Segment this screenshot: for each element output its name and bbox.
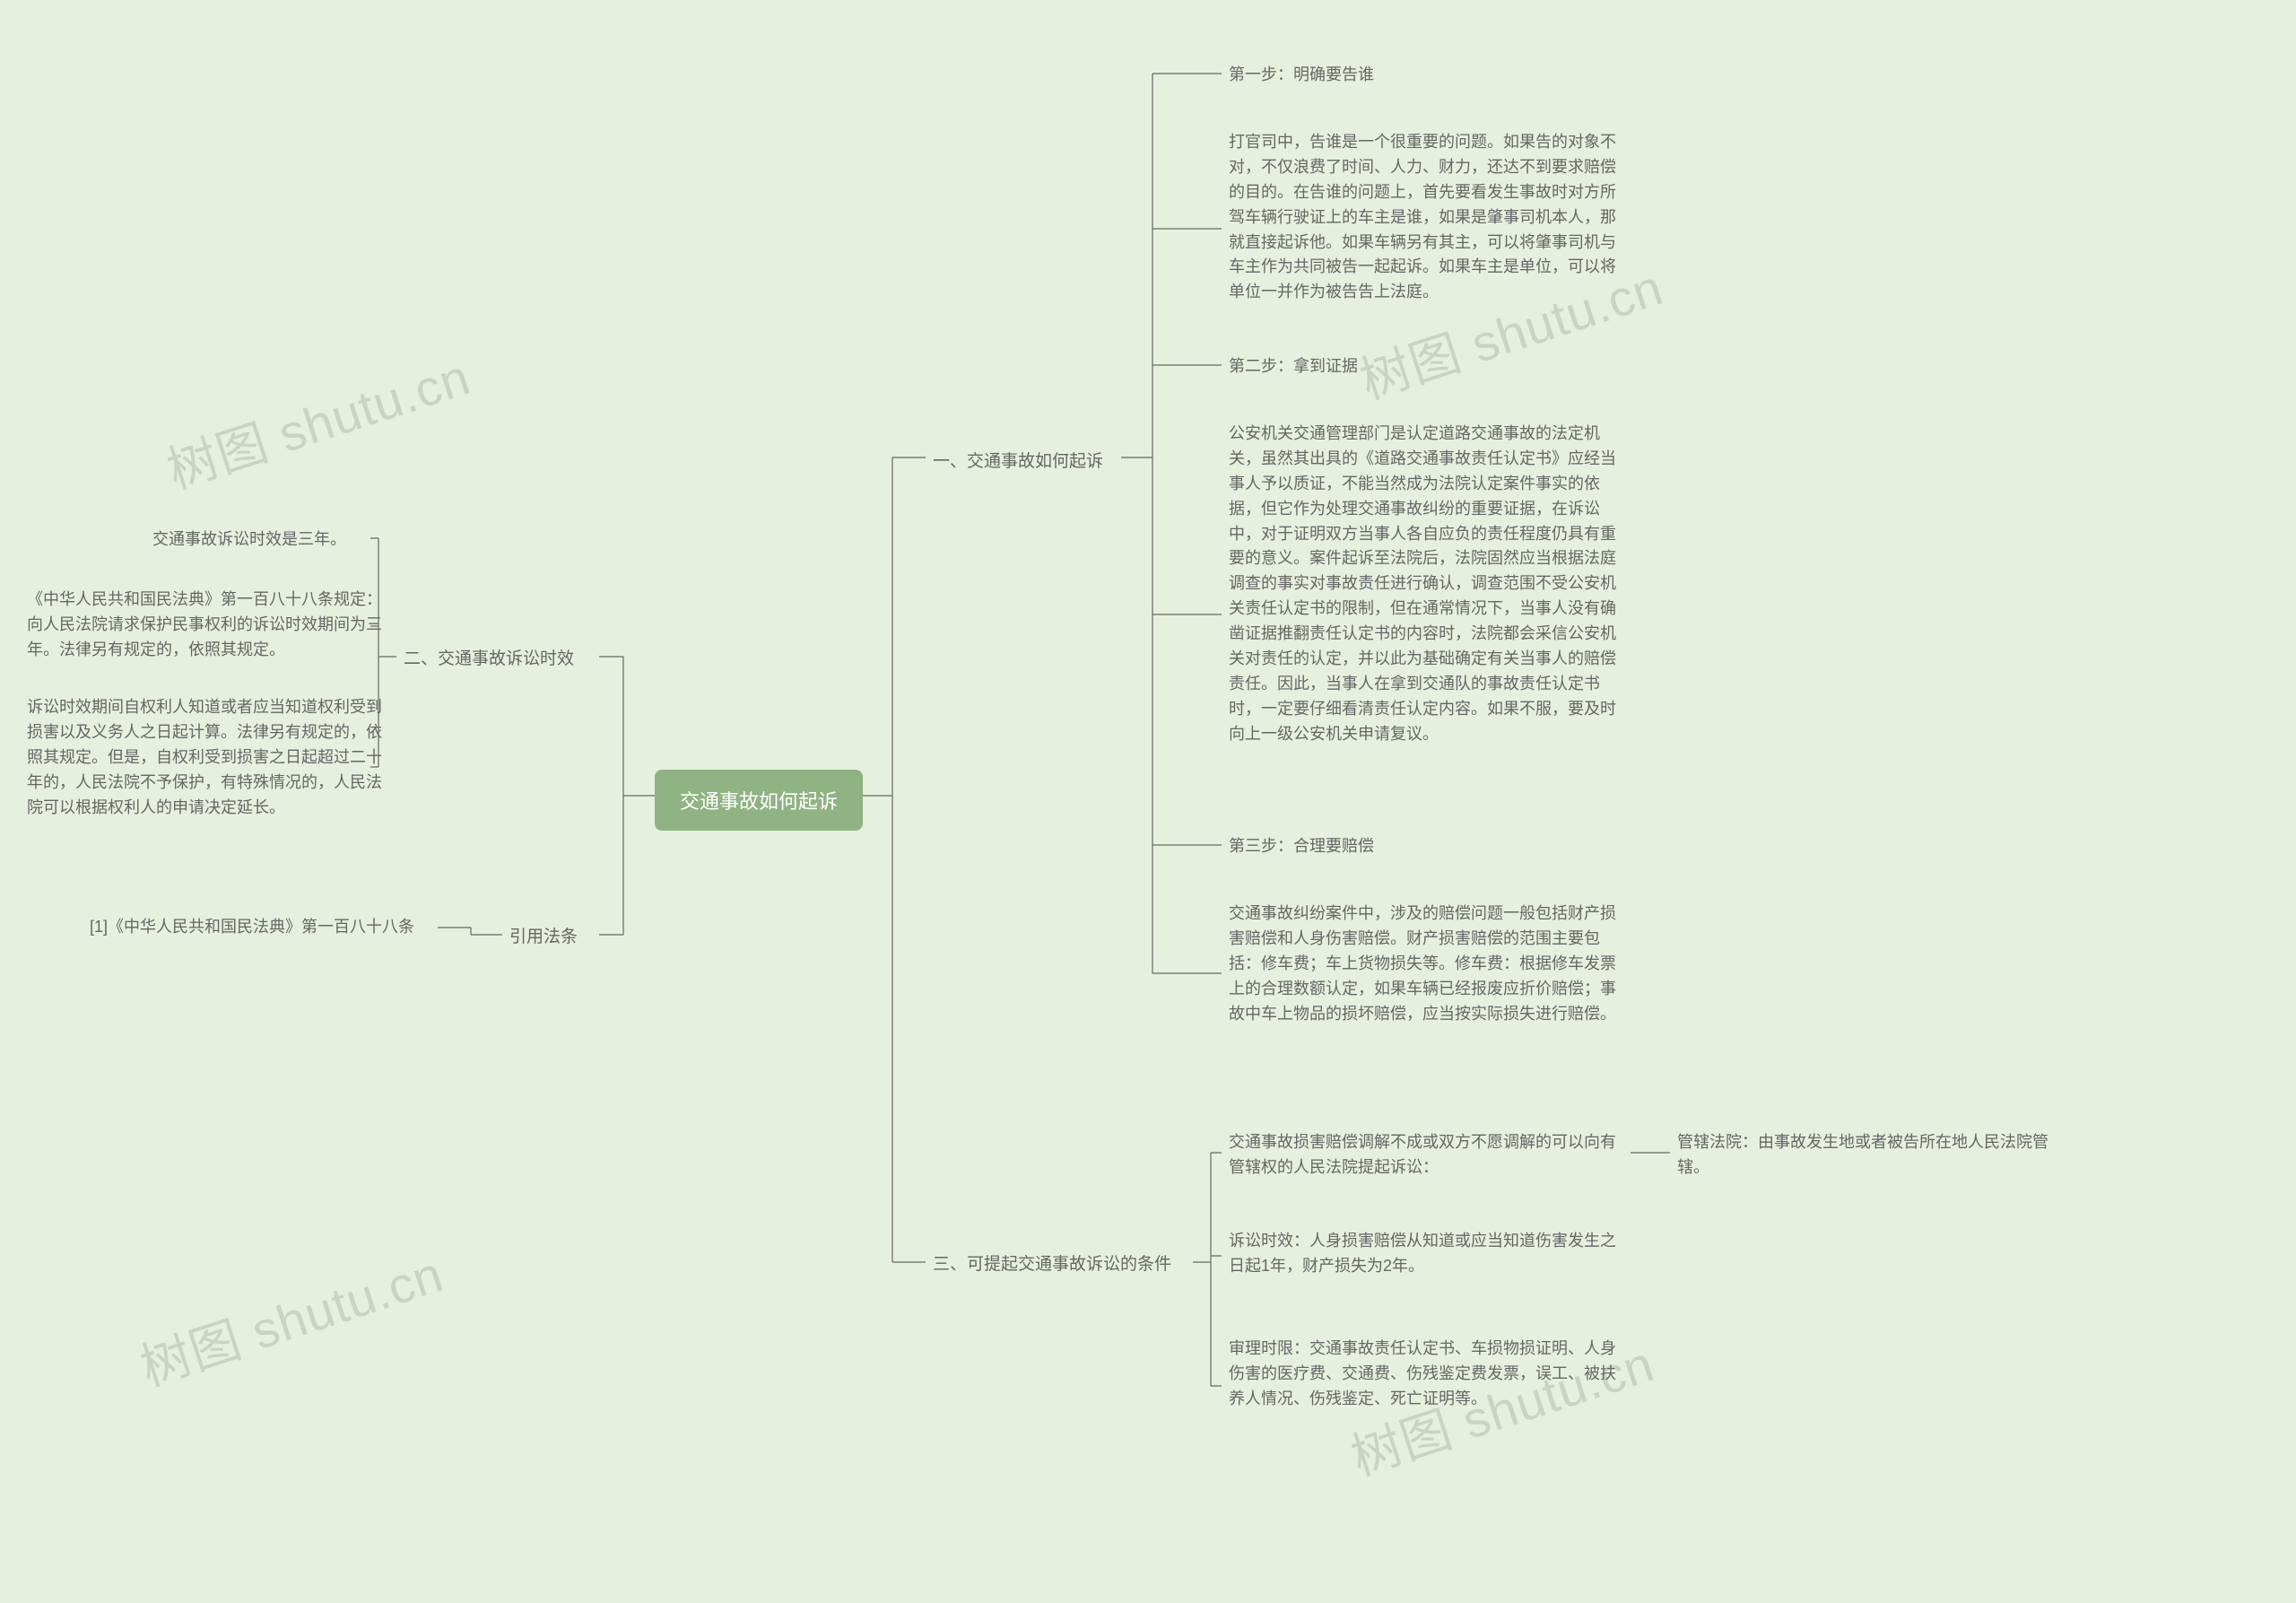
watermark: 树图 shutu.cn — [157, 337, 478, 503]
leaf-limitation-detail: 诉讼时效期间自权利人知道或者应当知道权利受到损害以及义务人之日起计算。法律另有规… — [27, 695, 386, 820]
leaf-step2-title: 第二步：拿到证据 — [1229, 354, 1623, 379]
leaf-civil-code-188: 《中华人民共和国民法典》第一百八十八条规定：向人民法院请求保护民事权利的诉讼时效… — [27, 588, 386, 663]
watermark: 树图 shutu.cn — [130, 1234, 451, 1400]
branch-section-2: 二、交通事故诉讼时效 — [404, 646, 574, 672]
leaf-step3-body: 交通事故纠纷案件中，涉及的赔偿问题一般包括财产损害赔偿和人身伤害赔偿。财产损害赔… — [1229, 902, 1623, 1026]
leaf-citation-1: [1]《中华人民共和国民法典》第一百八十八条 — [90, 915, 448, 940]
mindmap-root: 交通事故如何起诉 — [655, 770, 863, 831]
leaf-limitation: 诉讼时效：人身损害赔偿从知道或应当知道伤害发生之日起1年，财产损失为2年。 — [1229, 1229, 1623, 1279]
leaf-step1-title: 第一步：明确要告谁 — [1229, 63, 1623, 88]
branch-section-1: 一、交通事故如何起诉 — [933, 449, 1103, 475]
branch-citation: 引用法条 — [509, 924, 578, 950]
branch-section-3: 三、可提起交通事故诉讼的条件 — [933, 1251, 1171, 1277]
leaf-trial-time: 审理时限：交通事故责任认定书、车损物损证明、人身伤害的医疗费、交通费、伤残鉴定费… — [1229, 1337, 1623, 1412]
leaf-step2-body: 公安机关交通管理部门是认定道路交通事故的法定机关，虽然其出具的《道路交通事故责任… — [1229, 422, 1623, 747]
leaf-step3-title: 第三步：合理要赔偿 — [1229, 834, 1623, 859]
leaf-condition-intro: 交通事故损害赔偿调解不成或双方不愿调解的可以向有管辖权的人民法院提起诉讼： — [1229, 1130, 1623, 1180]
leaf-limitation-3yr: 交通事故诉讼时效是三年。 — [152, 527, 386, 553]
leaf-step1-body: 打官司中，告谁是一个很重要的问题。如果告的对象不对，不仅浪费了时间、人力、财力，… — [1229, 130, 1623, 305]
leaf-jurisdiction: 管辖法院：由事故发生地或者被告所在地人民法院管辖。 — [1677, 1130, 2054, 1180]
